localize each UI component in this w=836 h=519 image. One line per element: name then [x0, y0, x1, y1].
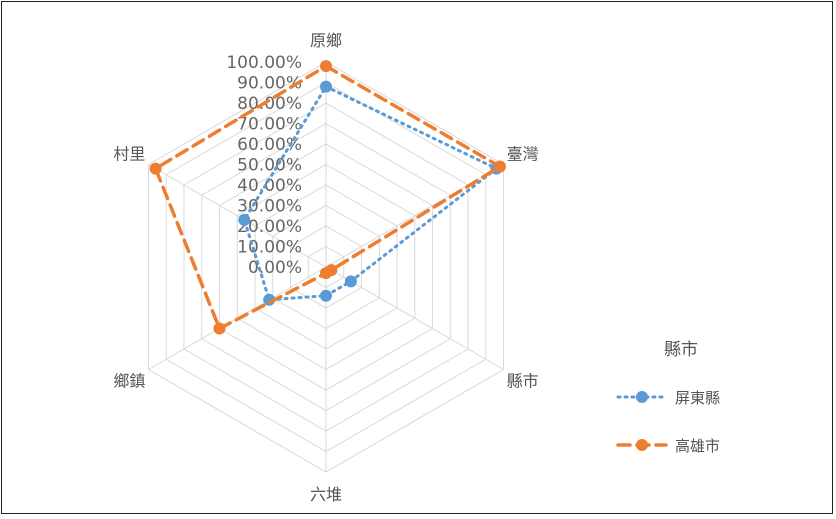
tick-label: 30.00% [237, 197, 302, 217]
category-label: 鄉鎮 [113, 372, 145, 391]
category-label: 村里 [113, 145, 145, 164]
grid-spoke [148, 164, 327, 268]
data-point [493, 160, 506, 173]
data-point [320, 289, 332, 302]
series-layer [149, 60, 506, 335]
radar-grid [147, 61, 505, 473]
tick-label: 70.00% [237, 115, 302, 135]
data-point [344, 275, 357, 288]
tick-label: 80.00% [237, 94, 302, 114]
legend-item: 高雄市 [616, 437, 720, 455]
legend-label: 高雄市 [675, 437, 720, 455]
tick-label: 40.00% [237, 176, 302, 196]
tick-label: 60.00% [237, 135, 302, 155]
tick-label: 50.00% [237, 156, 302, 176]
category-label: 臺灣 [507, 145, 539, 164]
legend-title: 縣市 [664, 340, 698, 360]
tick-label: 0.00% [248, 258, 302, 278]
tick-label: 90.00% [237, 74, 302, 94]
data-point [213, 322, 226, 335]
data-point [320, 60, 332, 73]
legend-swatch-marker [636, 439, 648, 451]
legend-label: 屏東縣 [675, 389, 720, 407]
data-point [149, 162, 162, 175]
tick-label: 20.00% [237, 217, 302, 237]
legend-item: 屏東縣 [616, 389, 720, 407]
series-高雄市 [149, 60, 506, 335]
series-line [153, 64, 504, 331]
tick-label: 10.00% [237, 238, 302, 258]
tick-label: 100.00% [226, 53, 302, 73]
data-point [320, 80, 332, 93]
radial-tick-labels: 0.00%10.00%20.00%30.00%40.00%50.00%60.00… [226, 53, 302, 278]
category-label: 六堆 [310, 485, 342, 504]
category-label: 原鄉 [310, 31, 342, 50]
category-label: 縣市 [507, 372, 539, 391]
data-point [320, 267, 332, 280]
legend-swatch-marker [636, 391, 648, 403]
data-point [238, 213, 251, 226]
